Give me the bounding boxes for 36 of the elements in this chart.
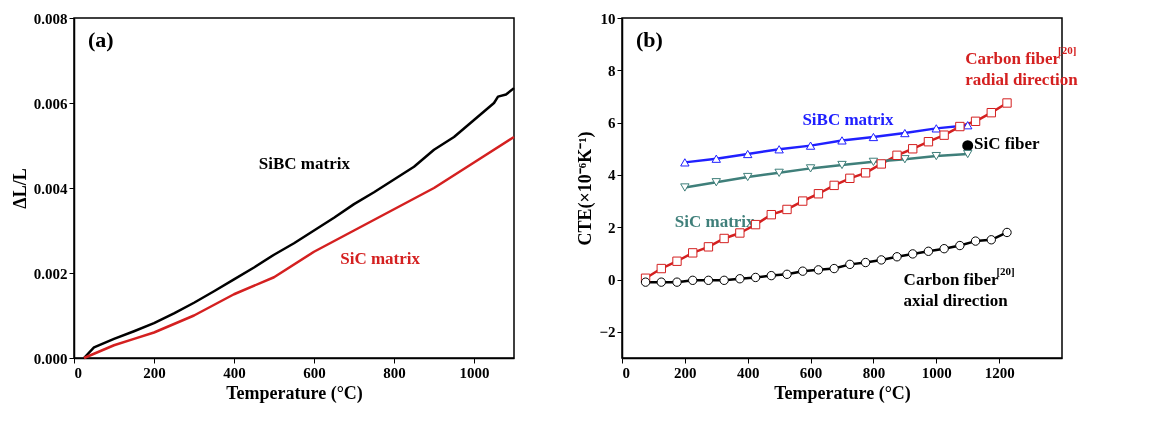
series-label: SiC matrix	[674, 212, 756, 231]
y-tick-label: 0.004	[33, 180, 68, 197]
y-tick-label: 0	[608, 272, 616, 289]
x-axis-title: Temperature (°C)	[226, 382, 363, 404]
x-tick-label: 800	[862, 364, 886, 381]
series-label: SiC fiber	[974, 133, 1041, 153]
series-label: SiBC matrix	[802, 110, 895, 129]
x-axis-title: Temperature (°C)	[774, 382, 911, 404]
y-tick-label: 0.002	[33, 265, 68, 282]
y-tick-label: 6	[608, 115, 616, 132]
y-tick-label: −2	[599, 324, 616, 341]
series-label: SiC matrix	[340, 249, 421, 269]
annotation: (b)	[636, 27, 663, 52]
x-tick-label: 600	[303, 364, 326, 381]
series-label: SiBC matrix	[258, 154, 351, 174]
y-axis-title: ΔL/L	[9, 168, 30, 209]
y-tick-label: 10	[600, 10, 616, 27]
x-tick-label: 1000	[459, 364, 490, 381]
y-tick-label: 4	[608, 167, 616, 184]
annotation: (a)	[88, 27, 114, 52]
y-tick-label: 0.006	[33, 95, 68, 112]
x-tick-label: 800	[383, 364, 406, 381]
x-tick-label: 1000	[921, 364, 952, 381]
x-tick-label: 200	[143, 364, 166, 381]
x-tick-label: 400	[223, 364, 246, 381]
y-tick-label: 8	[608, 62, 616, 79]
y-tick-label: 0.008	[33, 10, 68, 27]
y-tick-label: 0.000	[33, 350, 68, 367]
x-tick-label: 400	[736, 364, 760, 381]
y-tick-label: 2	[608, 219, 616, 236]
y-axis-title: CTE(×10⁻⁶K⁻¹)	[575, 131, 597, 246]
x-tick-label: 600	[799, 364, 823, 381]
x-tick-label: 200	[674, 364, 697, 381]
x-tick-label: 0	[74, 364, 82, 381]
x-tick-label: 1200	[984, 364, 1015, 381]
x-tick-label: 0	[622, 364, 630, 381]
